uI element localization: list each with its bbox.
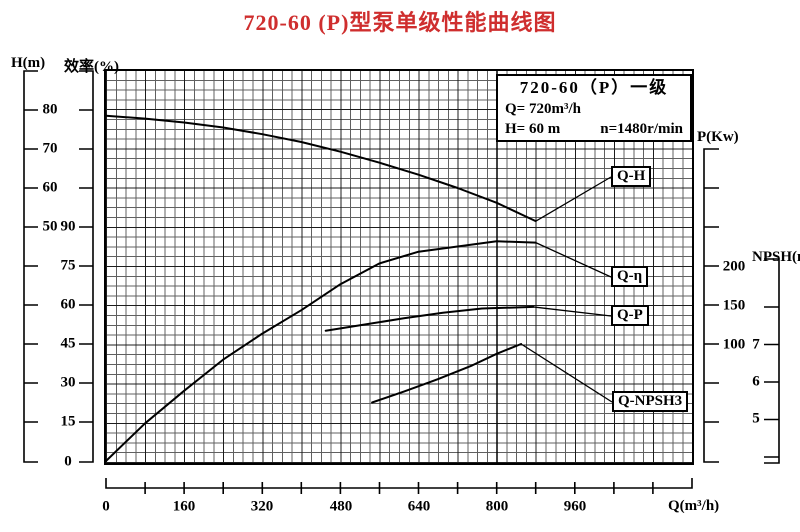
npsh-tick: 5: [752, 410, 760, 427]
p-tick: 200: [722, 258, 746, 275]
eff-tick: 75: [60, 257, 76, 274]
rated-point-info-box: 720-60（P）一级 Q= 720m³/h H= 60 m n=1480r/m…: [496, 74, 692, 142]
curve-Q-H: [105, 114, 537, 223]
npsh-tick: 6: [752, 373, 760, 390]
h-tick: 80: [42, 101, 58, 118]
curve-Q-NPSH3: [371, 343, 523, 404]
eff-tick: 15: [60, 413, 76, 430]
rated-flow: Q= 720m³/h: [505, 101, 581, 117]
curve-tag-qeta: Q-η: [611, 266, 649, 287]
h-tick: 70: [42, 140, 58, 157]
h-axis-bracket: [23, 70, 38, 463]
leader-line-Q-P: [533, 306, 612, 317]
h-tick: 50: [42, 218, 58, 235]
eff-tick: 90: [60, 218, 76, 235]
npsh-tick: 7: [752, 336, 760, 353]
curve-Q-P: [324, 305, 535, 332]
h-tick: 60: [42, 179, 58, 196]
rated-speed: n=1480r/min: [600, 121, 683, 137]
eff-tick: 30: [60, 374, 76, 391]
q-tick: 640: [407, 498, 431, 515]
p-tick: 100: [722, 336, 746, 353]
curve-tag-qp: Q-P: [611, 305, 649, 326]
q-tick: 160: [172, 498, 196, 515]
leader-line-Q-η: [535, 242, 612, 278]
q-tick: 0: [102, 498, 110, 515]
p-tick: 150: [722, 297, 746, 314]
curve-Q-η: [105, 240, 537, 462]
q-axis-label: Q(m³/h): [668, 498, 720, 514]
leader-line-Q-H: [535, 176, 612, 222]
q-tick: 800: [485, 498, 509, 515]
eff-axis-label: 效率(%): [64, 59, 119, 75]
q-axis-line: [105, 478, 693, 494]
leader-line-Q-NPSH3: [520, 343, 613, 403]
q-tick: 480: [329, 498, 353, 515]
eff-tick: 60: [60, 296, 76, 313]
page-title: 720-60 (P)型泵单级性能曲线图: [243, 10, 557, 35]
eff-tick: 0: [64, 453, 72, 470]
q-tick: 960: [563, 498, 587, 515]
npsh-axis-bracket: [764, 258, 780, 464]
curve-tag-qh: Q-H: [611, 166, 652, 187]
rated-head: H= 60 m: [505, 121, 561, 137]
eff-axis-bracket: [79, 70, 94, 463]
npsh-axis-label: NPSH(m): [752, 249, 800, 265]
curve-tag-qnpsh: Q-NPSH3: [612, 391, 689, 412]
p-axis-label: P(Kw): [697, 129, 739, 145]
eff-tick: 45: [60, 335, 76, 352]
p-axis-bracket: [703, 148, 719, 463]
q-tick: 320: [250, 498, 274, 515]
h-axis-label: H(m): [11, 55, 46, 71]
pump-model: 720-60（P）一级: [519, 78, 669, 97]
